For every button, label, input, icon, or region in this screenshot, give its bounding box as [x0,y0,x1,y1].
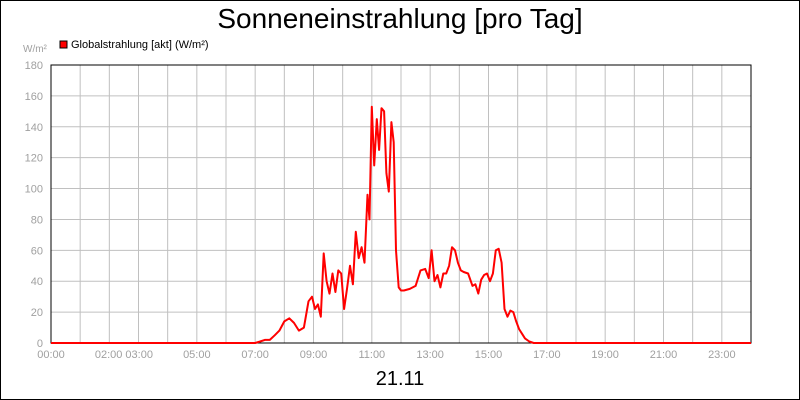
y-tick-label: 40 [31,276,43,288]
legend-swatch [59,40,68,49]
y-tick-label: 100 [25,184,43,196]
chart-title: Sonneneinstrahlung [pro Tag] [217,3,583,34]
y-tick-label: 60 [31,245,43,257]
x-tick-label: 13:00 [416,349,444,361]
y-tick-label: 80 [31,214,43,226]
series-line [51,105,751,344]
plot-border [50,64,752,344]
x-tick-label: 00:00 [37,349,65,361]
x-tick-label: 15:00 [475,349,503,361]
legend-label: Globalstrahlung [akt] (W/m²) [71,39,209,51]
y-tick-label: 160 [25,91,43,103]
x-tick-label: 21:00 [650,349,678,361]
x-tick-label: 17:00 [533,349,561,361]
x-tick-label: 11:00 [358,349,385,361]
x-tick-label: 23:00 [708,349,736,361]
y-unit-label: W/m² [23,44,48,55]
y-tick-label: 180 [25,60,43,72]
y-tick-label: 0 [37,338,43,350]
x-tick-label: 05:00 [183,349,211,361]
x-tick-label: 09:00 [300,349,328,361]
y-tick-label: 120 [25,153,43,165]
x-tick-label: 07:00 [241,349,269,361]
x-axis-caption: 21.11 [375,368,425,390]
x-tick-label: 02:00 03:00 [95,349,153,361]
y-tick-label: 140 [25,122,43,134]
y-tick-label: 20 [31,307,43,319]
x-tick-label: 19:00 [591,349,619,361]
